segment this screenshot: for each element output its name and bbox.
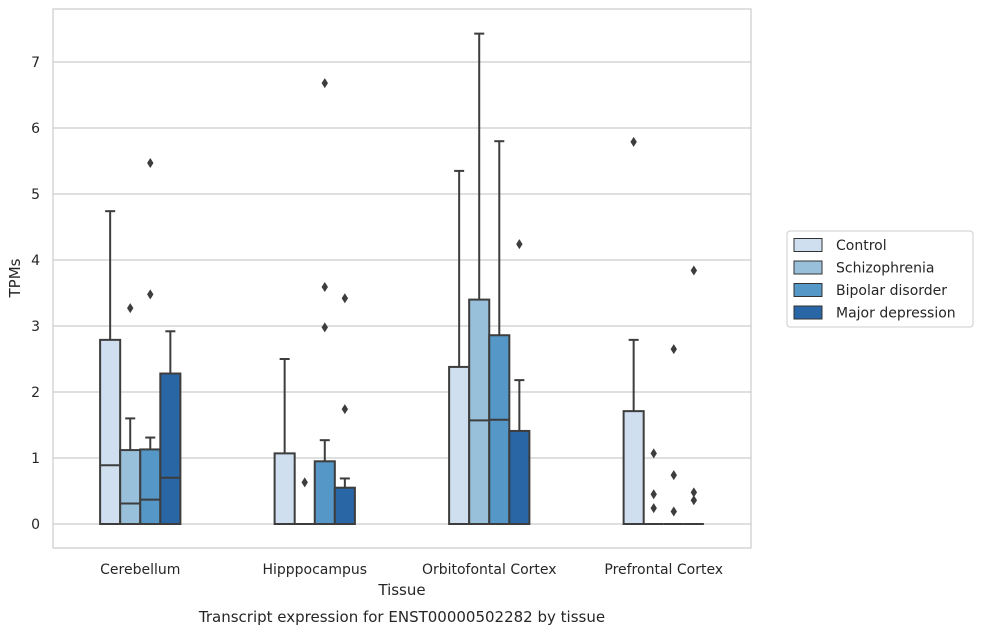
box-bipolar-disorder [488,140,511,525]
x-tick-label: Prefrontal Cortex [604,562,723,578]
plot-frame [52,8,752,549]
outlier-point [341,404,349,415]
outlier-point [301,477,308,488]
box-schizophrenia [468,32,491,525]
outlier-point [630,136,637,147]
legend-swatch [793,305,823,320]
y-tick-label: 0 [31,517,40,533]
box-body [508,429,531,525]
outlier-point [690,495,698,506]
boxes [99,32,704,526]
box-major-depression [683,265,704,525]
y-tick-label: 5 [31,187,40,203]
outlier-point [321,322,328,333]
outlier-point [670,344,677,355]
y-tick-label: 3 [31,319,40,335]
outlier-point [650,489,657,500]
box-body [448,365,471,526]
y-tick-label: 6 [31,121,40,137]
box-body [313,460,336,525]
box-body [139,448,162,526]
outlier-point [147,289,154,300]
legend-label: Control [836,238,887,254]
outlier-point [341,293,349,304]
outlier-point [321,78,328,89]
legend-swatch [793,283,823,297]
box-body [159,372,182,525]
outlier-point [690,265,698,276]
y-tick-label: 1 [31,451,40,467]
legend-label: Major depression [836,306,956,322]
legend-frame [786,230,974,328]
box-schizophrenia [643,448,664,525]
x-tick-labels: Cerebellum Hipppocampus Orbitofontal Corte… [100,562,723,578]
outlier-point [650,503,657,514]
y-tick-label: 2 [31,385,40,401]
box-major-depression [508,239,531,525]
box-body [99,338,122,525]
legend-swatch [793,260,823,275]
x-axis-label: Tissue [377,581,425,599]
legend-label: Schizophrenia [836,261,934,277]
legend-label: Bipolar disorder [836,283,947,299]
outlier-point [516,239,523,250]
box-schizophrenia [294,477,315,525]
outlier-point [670,470,677,481]
outlier-point [650,448,657,459]
y-tick-labels: 0 1 2 3 4 5 6 7 [31,55,40,533]
box-control [622,136,645,526]
y-axis-label: TPMs [6,258,24,298]
box-major-depression [159,330,182,525]
box-body [333,486,356,526]
x-tick-label: Cerebellum [100,562,180,578]
legend: Control Schizophrenia Bipolar disorder Majo… [786,230,974,328]
outlier-point [147,157,154,168]
box-body [468,298,491,525]
box-body [273,452,296,526]
y-tick-label: 7 [31,55,40,71]
outlier-point [690,487,698,498]
box-bipolar-disorder [663,344,684,525]
box-control [273,358,296,526]
outlier-point [127,303,134,314]
box-control [448,169,471,526]
legend-items: Control Schizophrenia Bipolar disorder Majo… [793,238,956,322]
y-tick-label: 4 [31,253,40,269]
legend-swatch [793,238,823,252]
outlier-point [321,282,328,293]
outlier-point [670,506,677,517]
box-control [99,210,122,525]
chart-caption: Transcript expression for ENST0000050228… [198,608,605,626]
box-body [622,410,645,526]
box-body [488,334,511,525]
box-body [119,449,142,525]
x-tick-label: Orbitofontal Cortex [422,562,557,578]
box-major-depression [333,293,356,526]
x-tick-label: Hipppocampus [262,562,367,578]
